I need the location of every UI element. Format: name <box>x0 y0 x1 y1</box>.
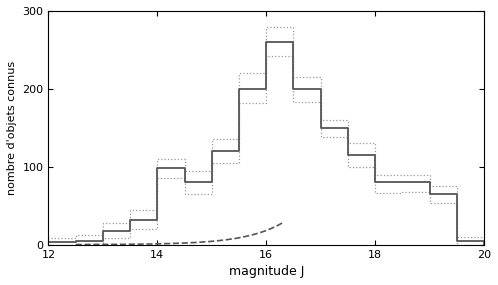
X-axis label: magnitude J: magnitude J <box>229 265 304 278</box>
Y-axis label: nombre d'objets connus: nombre d'objets connus <box>7 61 17 195</box>
